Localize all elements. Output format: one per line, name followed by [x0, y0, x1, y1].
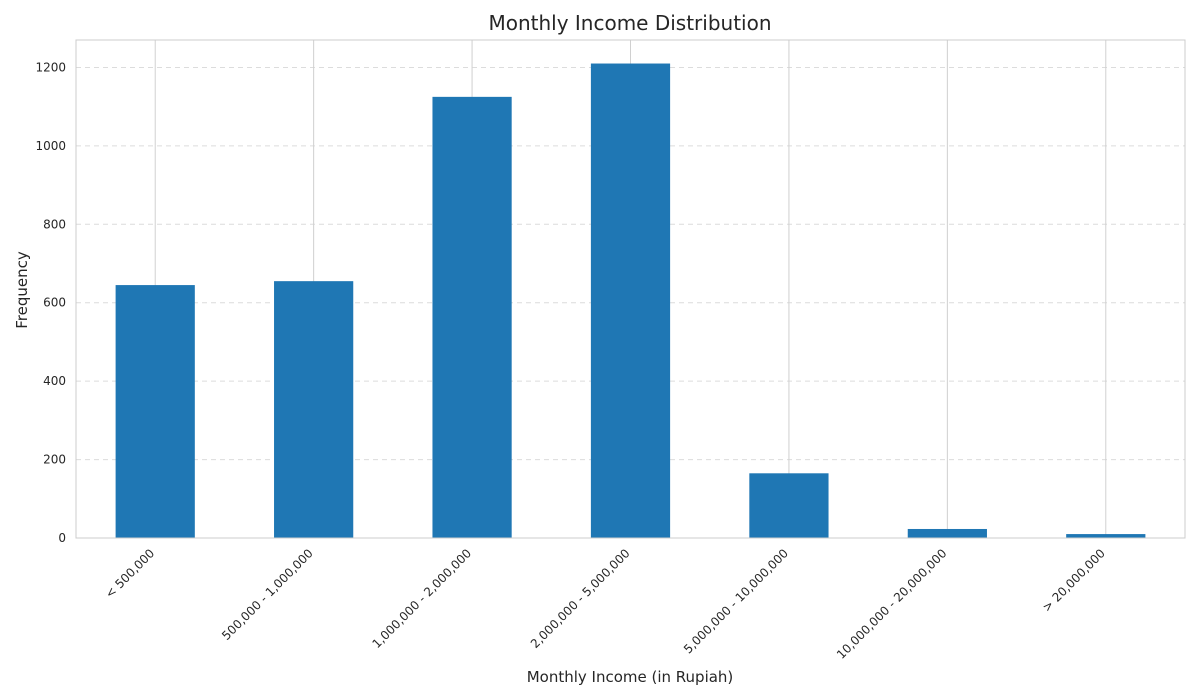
y-tick-label: 200 — [43, 453, 66, 467]
chart-title: Monthly Income Distribution — [488, 11, 771, 35]
bar — [115, 285, 195, 538]
bar — [1066, 534, 1146, 538]
y-tick-label: 1200 — [35, 60, 66, 74]
x-tick-label: < 500,000 — [103, 546, 158, 601]
x-axis-ticks: < 500,000 500,000 - 1,000,000 1,000,000 - … — [103, 546, 1108, 662]
x-axis-label: Monthly Income (in Rupiah) — [527, 668, 734, 686]
bar — [590, 63, 671, 538]
y-axis-ticks: 0 200 400 600 800 1000 1200 — [35, 60, 66, 545]
x-tick-label: 500,000 - 1,000,000 — [219, 546, 316, 643]
y-tick-label: 400 — [43, 374, 66, 388]
y-tick-label: 0 — [58, 531, 66, 545]
x-tick-label: > 20,000,000 — [1040, 546, 1108, 614]
x-tick-label: 5,000,000 - 10,000,000 — [681, 546, 791, 656]
bar — [274, 281, 354, 538]
plot-frame — [75, 39, 1186, 539]
bar — [432, 96, 512, 538]
y-tick-label: 800 — [43, 217, 66, 231]
y-axis-label: Frequency — [13, 251, 31, 329]
x-tick-label: 1,000,000 - 2,000,000 — [369, 546, 474, 651]
bar — [907, 528, 987, 538]
bars — [115, 63, 1146, 538]
y-tick-label: 600 — [43, 296, 66, 310]
x-tick-label: 10,000,000 - 20,000,000 — [834, 546, 950, 662]
x-tick-label: 2,000,000 - 5,000,000 — [528, 546, 633, 651]
y-tick-label: 1000 — [35, 139, 66, 153]
bar — [749, 473, 829, 538]
